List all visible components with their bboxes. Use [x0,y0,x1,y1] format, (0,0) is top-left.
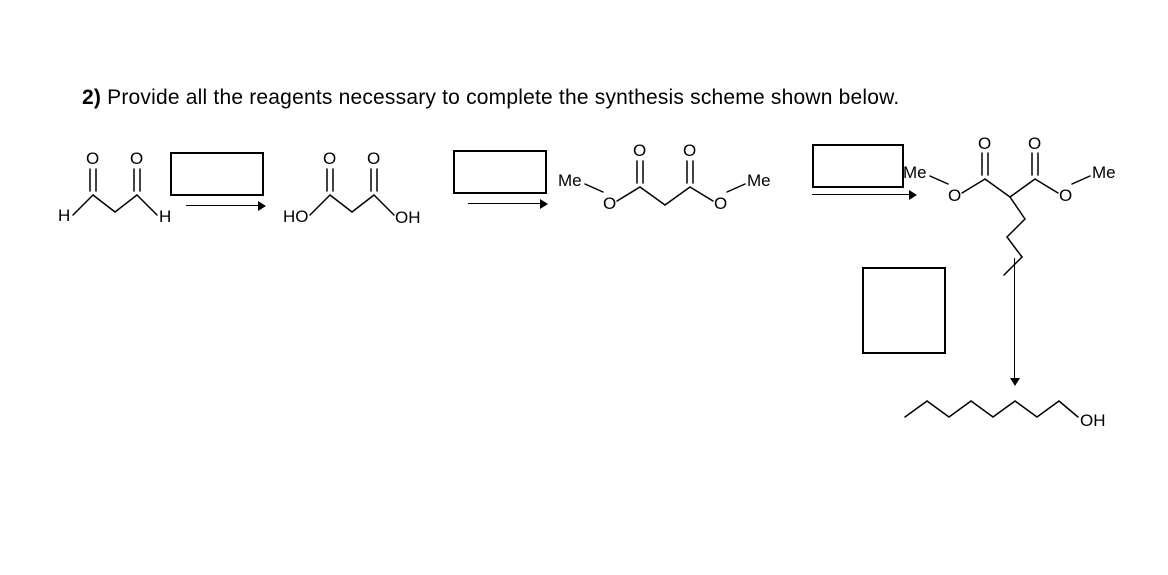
question-prompt: 2) Provide all the reagents necessary to… [82,86,899,110]
s2-O-right: O [367,149,380,168]
s1-O-left: O [86,149,99,168]
structure-alkylated-diester [930,153,1090,275]
s1-H-right: H [159,207,171,226]
s5-OH: OH [1080,411,1106,430]
s3-O-dbl-left: O [633,141,646,160]
s3-Me-right: Me [747,171,771,190]
s4-O-dbl-right: O [1028,137,1041,153]
s1-H-left: H [58,206,70,225]
structure-malonic-acid [310,169,394,215]
synthesis-scheme: O O H H O O HO OH O O O O Me Me O O O O … [55,137,1140,547]
s3-Me-left: Me [558,171,582,190]
s4-O-sgl-left: O [948,186,961,205]
s4-Me-right: Me [1092,163,1116,182]
s4-O-dbl-left: O [978,137,991,153]
structure-malonaldehyde [73,169,157,215]
question-text: Provide all the reagents necessary to co… [107,86,899,109]
structure-heptanol [905,401,1078,417]
s3-O-sgl-right: O [714,194,727,213]
s3-O-sgl-left: O [603,194,616,213]
s2-O-left: O [323,149,336,168]
s4-O-sgl-right: O [1059,186,1072,205]
s2-OH-right: OH [395,208,421,227]
s1-O-right: O [130,149,143,168]
question-number: 2) [82,86,101,109]
s3-O-dbl-right: O [683,141,696,160]
s2-HO-left: HO [283,207,309,226]
s4-Me-left: Me [903,163,927,182]
